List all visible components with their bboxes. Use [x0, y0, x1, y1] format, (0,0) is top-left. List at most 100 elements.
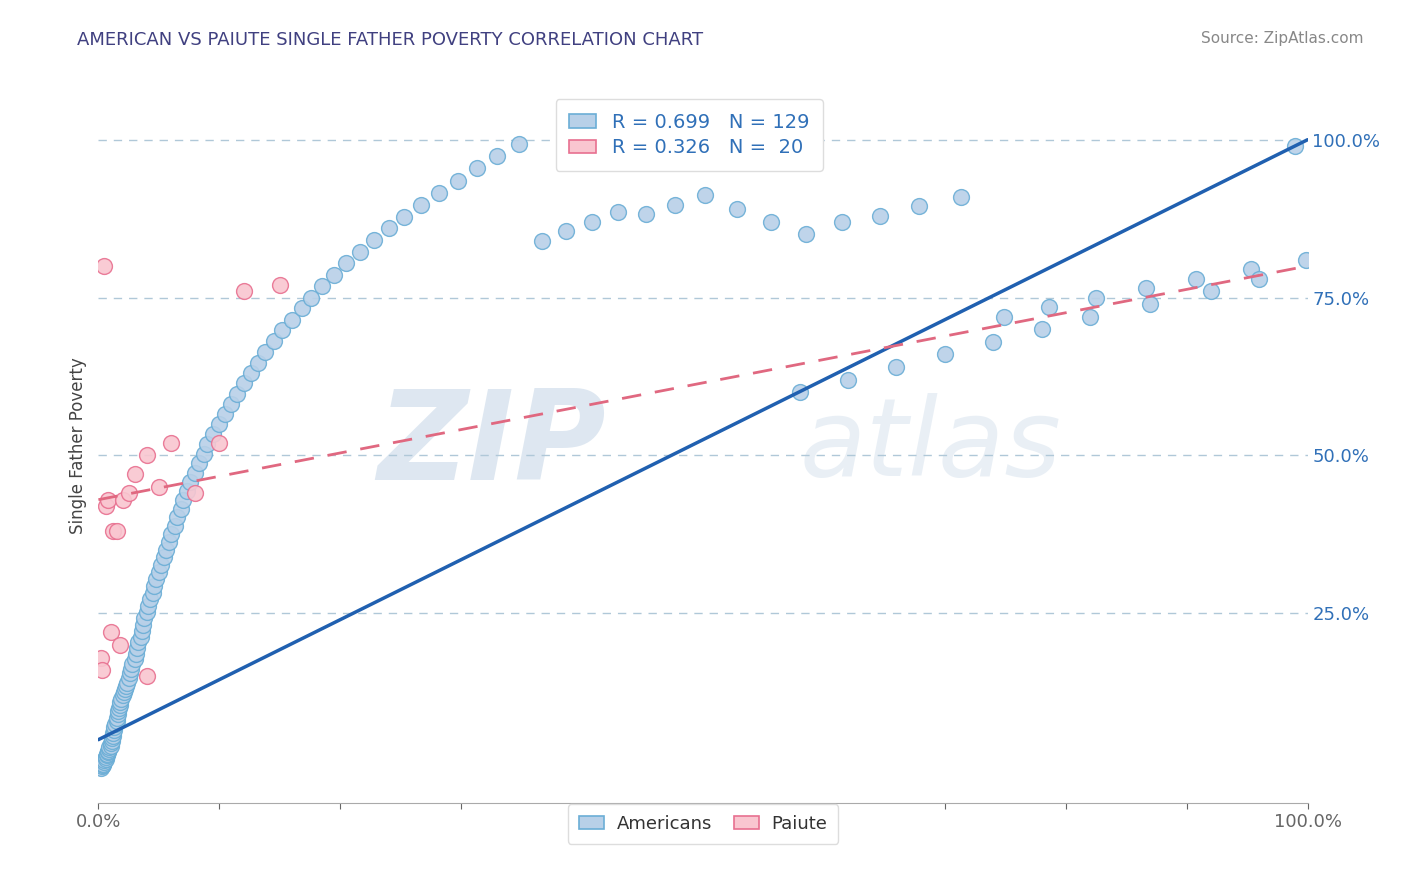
Point [103, 720, 125, 734]
Point [129, 630, 152, 644]
Point [1135, 281, 1157, 295]
Point [97, 492, 120, 507]
Point [107, 704, 129, 718]
Point [208, 417, 231, 431]
Point [150, 558, 173, 572]
Point [254, 345, 277, 359]
Point [486, 149, 509, 163]
Point [112, 685, 135, 699]
Point [148, 480, 170, 494]
Point [934, 347, 956, 361]
Point [121, 657, 143, 671]
Point [349, 245, 371, 260]
Point [139, 592, 162, 607]
Point [115, 679, 138, 693]
Point [155, 542, 177, 557]
Point [100, 731, 122, 746]
Point [394, 210, 416, 224]
Point [91, 663, 114, 677]
Point [363, 233, 385, 247]
Point [759, 215, 782, 229]
Point [555, 224, 578, 238]
Point [108, 695, 131, 709]
Point [132, 617, 155, 632]
Point [214, 407, 236, 421]
Point [1085, 291, 1108, 305]
Point [1139, 297, 1161, 311]
Point [135, 605, 157, 619]
Point [869, 209, 891, 223]
Point [111, 492, 134, 507]
Point [465, 161, 488, 175]
Point [239, 367, 262, 381]
Point [725, 202, 748, 217]
Point [101, 524, 124, 539]
Point [94, 751, 117, 765]
Point [110, 691, 132, 706]
Point [98, 742, 121, 756]
Point [100, 625, 122, 640]
Point [105, 524, 128, 539]
Point [100, 736, 122, 750]
Point [837, 373, 859, 387]
Point [127, 635, 149, 649]
Point [101, 726, 124, 740]
Point [335, 256, 357, 270]
Point [281, 312, 304, 326]
Point [157, 535, 180, 549]
Text: atlas: atlas [800, 393, 1062, 499]
Point [93, 259, 115, 273]
Point [1031, 322, 1053, 336]
Point [299, 291, 322, 305]
Point [1078, 310, 1101, 324]
Point [107, 707, 129, 722]
Point [169, 501, 191, 516]
Point [142, 586, 165, 600]
Point [160, 526, 183, 541]
Point [135, 449, 157, 463]
Point [831, 215, 853, 229]
Text: ZIP: ZIP [378, 385, 606, 507]
Point [271, 323, 294, 337]
Point [124, 652, 146, 666]
Point [135, 669, 157, 683]
Point [446, 174, 468, 188]
Point [96, 747, 118, 761]
Point [124, 467, 146, 482]
Point [508, 137, 530, 152]
Point [664, 198, 686, 212]
Point [118, 671, 141, 685]
Point [172, 492, 194, 507]
Point [232, 376, 254, 391]
Point [160, 435, 183, 450]
Point [176, 483, 198, 498]
Point [125, 647, 148, 661]
Point [105, 714, 128, 728]
Point [117, 675, 139, 690]
Point [1185, 271, 1208, 285]
Point [127, 641, 149, 656]
Point [143, 579, 166, 593]
Point [993, 310, 1015, 324]
Point [208, 435, 231, 450]
Point [1295, 252, 1317, 267]
Point [607, 205, 630, 219]
Point [184, 466, 207, 480]
Point [91, 759, 114, 773]
Point [221, 397, 243, 411]
Point [1038, 300, 1060, 314]
Point [111, 689, 134, 703]
Point [91, 756, 114, 771]
Point [148, 566, 170, 580]
Point [193, 446, 215, 460]
Point [581, 215, 603, 229]
Point [377, 221, 399, 235]
Point [118, 486, 141, 500]
Point [531, 234, 554, 248]
Point [794, 227, 817, 242]
Point [184, 486, 207, 500]
Point [94, 750, 117, 764]
Point [90, 650, 112, 665]
Point [179, 475, 201, 489]
Point [411, 198, 433, 212]
